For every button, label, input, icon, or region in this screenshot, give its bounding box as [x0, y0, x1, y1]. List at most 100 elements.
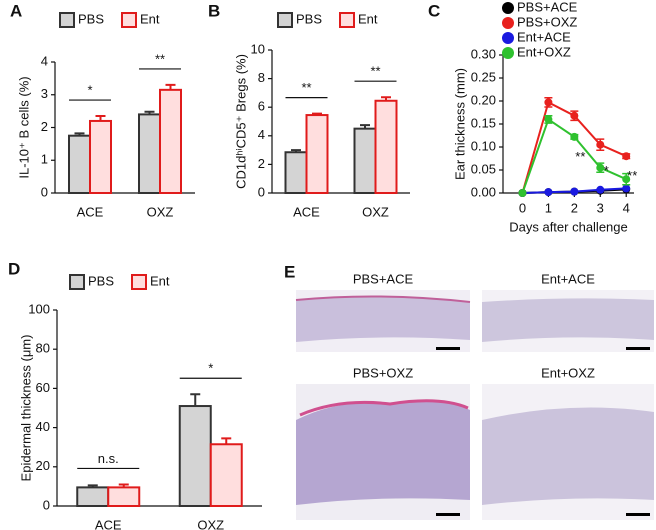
legend-swatch: [69, 274, 85, 290]
legend-label: PBS+ACE: [517, 0, 578, 14]
y-tick-label: 0: [43, 497, 50, 512]
legend-label: PBS: [296, 11, 322, 26]
y-tick-label: 4: [258, 127, 265, 142]
legend-marker: [502, 47, 514, 59]
y-tick-label: 0.15: [471, 115, 496, 130]
bar: [68, 134, 91, 194]
bar: [284, 151, 308, 194]
point: [544, 188, 553, 197]
y-axis-label: IL-10⁺ B cells (%): [16, 76, 31, 178]
panel-label: D: [8, 259, 20, 278]
tissue: [482, 407, 654, 505]
legend-marker: [502, 17, 514, 29]
legend-label: Ent: [140, 11, 160, 26]
point: [570, 111, 579, 120]
error-bar: [381, 96, 391, 101]
x-tick-label: 0: [519, 200, 526, 215]
y-tick-label: 0.05: [471, 161, 496, 176]
bar: [305, 114, 329, 194]
error-bar: [95, 115, 106, 121]
y-tick-label: 80: [36, 341, 50, 356]
bar: [76, 486, 110, 508]
y-tick-label: 10: [251, 41, 265, 56]
significance: **: [301, 80, 311, 95]
point: [596, 163, 605, 172]
scale-bar: [626, 513, 650, 516]
error-bar: [360, 124, 370, 129]
error-bar: [144, 110, 155, 115]
y-tick-label: 20: [36, 458, 50, 473]
y-tick-label: 60: [36, 380, 50, 395]
error-bar: [87, 484, 98, 488]
scale-bar: [626, 347, 650, 350]
point: [570, 132, 579, 141]
x-tick-label: 3: [597, 200, 604, 215]
panel-label: B: [208, 1, 220, 20]
significance: *: [604, 163, 609, 178]
y-tick-label: 0: [258, 184, 265, 199]
x-tick-label: 4: [623, 200, 630, 215]
error-bar: [74, 132, 85, 136]
panel-label: E: [284, 262, 295, 281]
y-tick-label: 1: [41, 152, 48, 167]
legend-marker: [502, 32, 514, 44]
legend-label: Ent+ACE: [517, 29, 571, 44]
legend-label: Ent+OXZ: [517, 44, 571, 59]
legend-marker: [502, 2, 514, 14]
tissue: [296, 401, 470, 505]
point: [622, 152, 631, 161]
point: [544, 98, 553, 107]
legend-label: PBS: [78, 11, 104, 26]
bar: [89, 119, 112, 194]
bar: [159, 88, 182, 194]
y-tick-label: 6: [258, 99, 265, 114]
x-tick-label: OXZ: [362, 204, 389, 219]
bar: [107, 486, 141, 508]
legend-swatch: [121, 12, 137, 28]
x-tick-label: ACE: [77, 204, 104, 219]
x-tick-label: ACE: [95, 517, 122, 530]
error-bar: [190, 393, 201, 407]
image-title: PBS+OXZ: [353, 365, 413, 380]
y-tick-label: 2: [41, 119, 48, 134]
y-tick-label: 8: [258, 70, 265, 85]
point: [570, 187, 579, 196]
legend-label: Ent: [358, 11, 378, 26]
error-bar: [118, 483, 129, 488]
point: [622, 175, 631, 184]
significance: **: [627, 168, 637, 183]
point: [622, 184, 631, 193]
legend-swatch: [59, 12, 75, 28]
significance: *: [87, 82, 92, 97]
y-axis-label: CD1dʰⁱCD5⁺ Bregs (%): [233, 54, 248, 189]
x-axis-label: Days after challenge: [509, 219, 628, 234]
point: [544, 115, 553, 124]
y-tick-label: 0.25: [471, 69, 496, 84]
y-tick-label: 3: [41, 86, 48, 101]
epidermis: [299, 399, 469, 417]
epidermis: [295, 295, 471, 303]
point: [596, 140, 605, 149]
y-tick-label: 0.20: [471, 92, 496, 107]
y-tick-label: 0.10: [471, 138, 496, 153]
tissue: [296, 296, 470, 342]
panel-label: A: [10, 1, 22, 20]
bar: [374, 99, 398, 194]
image-title: Ent+ACE: [541, 271, 595, 286]
x-tick-label: 2: [571, 200, 578, 215]
legend-swatch: [339, 12, 355, 28]
legend-label: Ent: [150, 273, 170, 288]
point: [518, 189, 527, 197]
x-tick-label: ACE: [293, 204, 320, 219]
x-tick-label: 1: [545, 200, 552, 215]
bar: [209, 443, 243, 508]
y-axis-label: Epidermal thickness (μm): [18, 335, 33, 482]
y-tick-label: 100: [28, 301, 50, 316]
point: [596, 185, 605, 194]
image-title: PBS+ACE: [353, 271, 414, 286]
error-bar: [312, 112, 322, 116]
significance: **: [575, 149, 585, 164]
panel-label: C: [428, 1, 440, 20]
error-bar: [291, 149, 301, 153]
